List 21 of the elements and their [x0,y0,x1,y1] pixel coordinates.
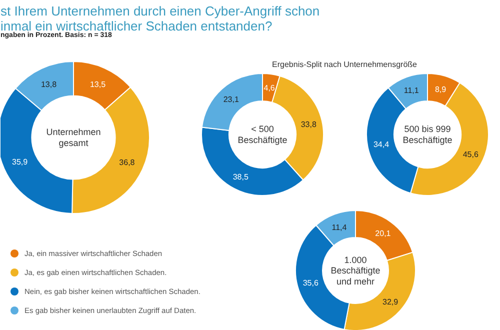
data-label: 34,4 [373,140,390,150]
text: 500 bis 999 Beschäftigte [402,124,452,145]
data-label: 4,6 [264,84,276,93]
data-label: 11,4 [332,222,348,232]
data-label: 35,9 [12,158,28,167]
data-label: 23,1 [223,95,240,104]
text: Ergebnis-Split nach Unternehmensgröße [272,60,418,69]
data-label: 13,8 [40,80,58,90]
data-label: 13,5 [90,80,106,89]
data-label: 20,1 [375,228,392,238]
text: Unternehmen gesamt [46,127,101,148]
data-label: 36,8 [119,158,136,168]
data-label: 32,9 [382,297,399,306]
data-label: 35,6 [302,278,319,288]
data-label: 8,9 [434,85,447,94]
text: < 500 Beschäftigte [238,124,288,145]
text: 1.000 Beschäftigte und mehr [330,255,380,286]
data-label: 45,6 [462,150,479,159]
data-label: 33,8 [300,120,317,130]
data-label: 11,1 [404,86,420,96]
data-label: 38,5 [232,172,249,182]
